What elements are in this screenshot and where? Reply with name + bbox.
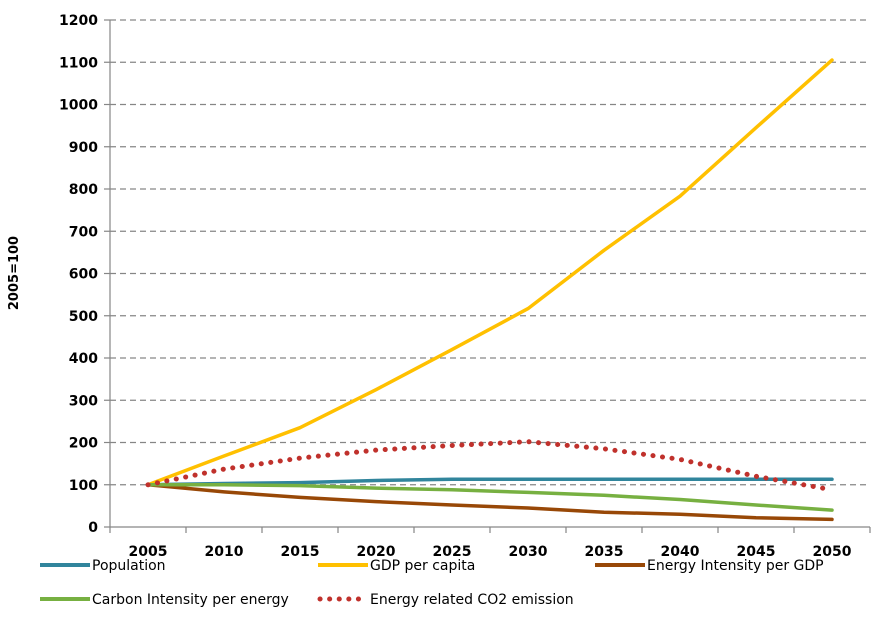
- x-tick-label: 2015: [281, 544, 320, 560]
- x-tick-label: 2010: [205, 544, 244, 560]
- series-line-carbon-intensity-per-energy: [146, 483, 834, 512]
- x-tick-label: 2050: [813, 544, 852, 560]
- y-tick-label: 800: [69, 182, 98, 198]
- x-tick-label: 2040: [661, 544, 700, 560]
- legend-item: Energy Intensity per GDP: [595, 558, 824, 574]
- x-tick-label: 2045: [737, 544, 776, 560]
- x-tick-label: 2030: [509, 544, 548, 560]
- x-tick-labels: 2005 2010 2015 2020 2025 2030 2035 2040 2045 2050: [129, 544, 852, 560]
- series-line-energy-related-co2-emission: [145, 439, 835, 493]
- gridlines: [110, 19, 870, 486]
- x-tick-label: 2035: [585, 544, 624, 560]
- y-tick-label: 700: [69, 224, 98, 240]
- y-tick-label: 600: [69, 267, 98, 283]
- y-axis-label: 2005=100: [7, 236, 22, 310]
- x-tick-label: 2005: [129, 544, 168, 560]
- series-line-energy-intensity-per-gdp: [146, 483, 834, 522]
- y-tick-label: 1100: [59, 55, 98, 71]
- series-lines: [145, 58, 835, 522]
- legend-label: Energy related CO2 emission: [370, 592, 574, 608]
- x-tick-label: 2020: [357, 544, 396, 560]
- series-line-population: [146, 477, 834, 487]
- legend-item: GDP per capita: [318, 558, 475, 574]
- legend-item: Population: [40, 558, 166, 574]
- legend: Population GDP per capita Energy Intensity…: [40, 558, 824, 608]
- y-tick-label: 300: [69, 393, 98, 409]
- y-tick-label: 400: [69, 351, 98, 367]
- legend-item: Carbon Intensity per energy: [40, 592, 289, 608]
- legend-label: GDP per capita: [370, 558, 475, 574]
- y-tick-label: 1000: [59, 98, 98, 114]
- legend-label: Carbon Intensity per energy: [92, 592, 289, 608]
- y-tick-label: 1200: [59, 13, 98, 29]
- y-tick-label: 200: [69, 436, 98, 452]
- series-line-gdp-per-capita: [146, 58, 834, 487]
- y-tick-label: 900: [69, 140, 98, 156]
- axes: [104, 19, 871, 533]
- y-tick-label: 0: [88, 520, 98, 536]
- legend-label: Population: [92, 558, 166, 574]
- y-tick-labels: 0 100 200 300 400 500 600 700 800 900 1000 1100 1200: [59, 13, 98, 536]
- legend-item: Energy related CO2 emission: [317, 592, 574, 608]
- x-tick-label: 2025: [433, 544, 472, 560]
- y-tick-label: 100: [69, 478, 98, 494]
- y-tick-label: 500: [69, 309, 98, 325]
- legend-label: Energy Intensity per GDP: [647, 558, 824, 574]
